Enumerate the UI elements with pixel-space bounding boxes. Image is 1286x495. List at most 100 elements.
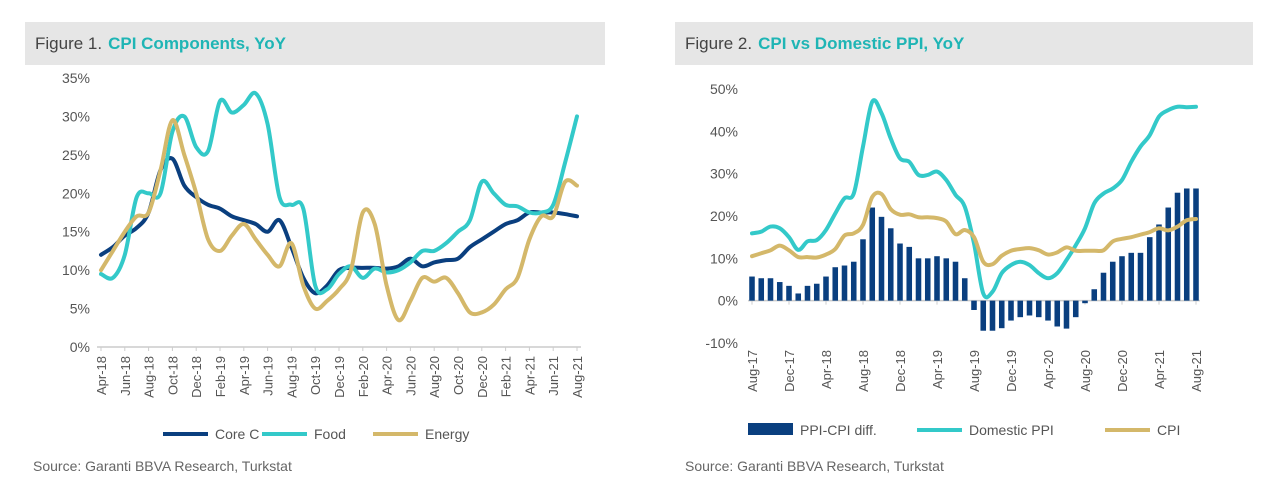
figure2-title: CPI vs Domestic PPI, YoY [758, 34, 965, 53]
bar-ppi-cpi-diff [1082, 300, 1088, 304]
x-tick-label: Jun-21 [546, 356, 561, 396]
legend-label: Domestic PPI [969, 422, 1054, 438]
bar-ppi-cpi-diff [804, 285, 811, 301]
y-tick-label: 10% [62, 262, 90, 278]
series-line-domestic-ppi [750, 98, 1198, 300]
x-tick-label: Aug-20 [427, 356, 442, 398]
bar-ppi-cpi-diff [943, 258, 950, 301]
bar-ppi-cpi-diff [1091, 289, 1098, 301]
figure2-header: Figure 2. CPI vs Domestic PPI, YoY [675, 22, 1253, 65]
bar-ppi-cpi-diff [1017, 300, 1024, 318]
x-tick-label: Oct-18 [165, 356, 180, 395]
y-tick-label: 15% [62, 224, 90, 240]
bar-ppi-cpi-diff [924, 258, 931, 301]
y-tick-label: 0% [718, 293, 738, 309]
legend-label: Core C [215, 426, 259, 442]
x-tick-label: Jun-20 [403, 356, 418, 396]
bar-ppi-cpi-diff [998, 300, 1005, 329]
y-tick-label: 40% [710, 123, 738, 139]
bar-ppi-cpi-diff [823, 276, 829, 301]
figure1-label: Figure 1. [35, 34, 103, 53]
bar-ppi-cpi-diff [767, 278, 774, 301]
figure1-source: Source: Garanti BBVA Research, Turkstat [33, 458, 292, 474]
x-tick-label: Jun-18 [118, 356, 133, 396]
bar-ppi-cpi-diff [869, 207, 876, 301]
y-tick-label: 30% [62, 108, 90, 124]
legend-swatch [748, 423, 793, 435]
y-tick-label: 5% [70, 301, 90, 317]
bar-ppi-cpi-diff [878, 216, 885, 301]
figure2-source: Source: Garanti BBVA Research, Turkstat [685, 458, 944, 474]
bar-ppi-cpi-diff [1146, 237, 1153, 301]
figure1-title: CPI Components, YoY [108, 34, 286, 53]
y-tick-label: 50% [710, 81, 738, 97]
bar-ppi-cpi-diff [1156, 224, 1162, 301]
legend-label: PPI-CPI diff. [800, 422, 877, 438]
bar-ppi-cpi-diff [1045, 300, 1051, 321]
y-tick-label: 20% [62, 185, 90, 201]
x-tick-label: Apr-19 [237, 356, 252, 395]
series-line-food [99, 90, 579, 296]
bar-ppi-cpi-diff [850, 261, 857, 301]
bar-ppi-cpi-diff [897, 243, 903, 301]
bar-ppi-cpi-diff [1165, 207, 1172, 301]
figure1-header: Figure 1. CPI Components, YoY [25, 22, 605, 65]
bar-ppi-cpi-diff [786, 285, 792, 301]
bar-ppi-cpi-diff [887, 228, 894, 301]
series-line-energy [99, 118, 579, 323]
bar-ppi-cpi-diff [758, 278, 765, 301]
x-tick-label: Apr-20 [1041, 350, 1056, 389]
bar-ppi-cpi-diff [1063, 300, 1070, 329]
x-tick-label: Dec-17 [782, 350, 797, 392]
bar-ppi-cpi-diff [841, 265, 848, 301]
bar-ppi-cpi-diff [1183, 188, 1190, 301]
bar-ppi-cpi-diff [813, 283, 820, 301]
bar-ppi-cpi-diff [1072, 300, 1079, 318]
series-line-cpi [750, 190, 1198, 268]
bar-ppi-cpi-diff [860, 239, 866, 301]
bar-ppi-cpi-diff [776, 282, 783, 301]
bar-ppi-cpi-diff [1174, 192, 1181, 301]
x-tick-label: Feb-21 [499, 356, 514, 397]
x-tick-label: Dec-18 [189, 356, 204, 398]
bar-ppi-cpi-diff [989, 300, 996, 331]
y-tick-label: -10% [705, 335, 738, 351]
y-tick-label: 35% [62, 70, 90, 86]
bar-ppi-cpi-diff [832, 267, 839, 301]
bar-ppi-cpi-diff [795, 293, 802, 301]
x-tick-label: Aug-21 [1189, 350, 1204, 392]
x-tick-label: Aug-19 [967, 350, 982, 392]
bar-ppi-cpi-diff [980, 300, 987, 331]
x-tick-label: Aug-17 [745, 350, 760, 392]
x-tick-label: Apr-20 [380, 356, 395, 395]
x-tick-label: Apr-18 [94, 356, 109, 395]
y-tick-label: 30% [710, 166, 738, 182]
bar-ppi-cpi-diff [961, 278, 968, 301]
y-tick-label: 10% [710, 250, 738, 266]
legend-label: Food [314, 426, 346, 442]
x-tick-label: Aug-20 [1078, 350, 1093, 392]
x-tick-label: Dec-18 [893, 350, 908, 392]
x-tick-label: Dec-19 [332, 356, 347, 398]
x-tick-label: Apr-19 [930, 350, 945, 389]
legend-label: CPI [1157, 422, 1180, 438]
bar-ppi-cpi-diff [952, 261, 959, 301]
figure2-label: Figure 2. [685, 34, 753, 53]
x-tick-label: Feb-19 [213, 356, 228, 397]
bar-ppi-cpi-diff [1100, 272, 1107, 301]
x-tick-label: Oct-20 [451, 356, 466, 395]
y-tick-label: 0% [70, 339, 90, 355]
x-tick-label: Apr-21 [522, 356, 537, 395]
bar-ppi-cpi-diff [1054, 300, 1061, 327]
y-tick-label: 25% [62, 147, 90, 163]
series-line-core-c [99, 156, 579, 296]
x-tick-label: Aug-19 [284, 356, 299, 398]
bar-ppi-cpi-diff [971, 300, 977, 310]
x-tick-label: Jun-19 [261, 356, 276, 396]
bar-ppi-cpi-diff [749, 276, 755, 301]
x-tick-label: Apr-18 [819, 350, 834, 389]
bar-ppi-cpi-diff [934, 256, 940, 301]
x-tick-label: Oct-19 [308, 356, 323, 395]
bar-ppi-cpi-diff [915, 258, 922, 301]
